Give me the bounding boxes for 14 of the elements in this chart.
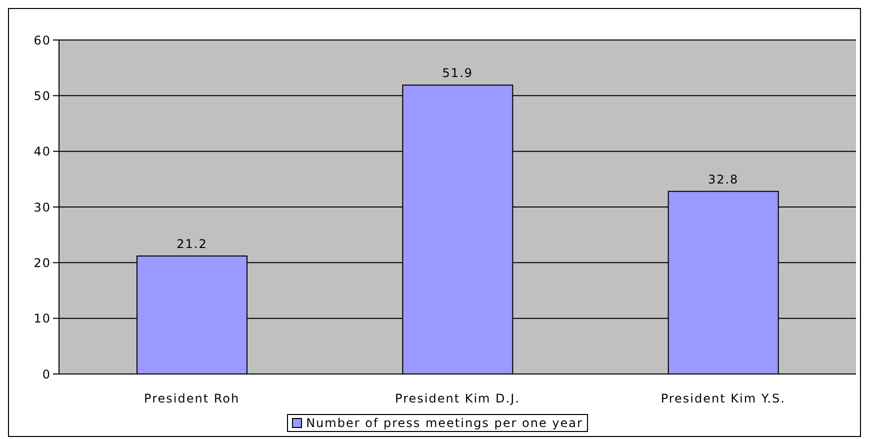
y-tick-label: 0 [42,367,51,382]
x-tick-label: President Roh [144,392,240,406]
x-tick-label: President Kim D.J. [395,392,520,406]
y-tick-label: 30 [34,200,51,214]
y-tick-label: 60 [34,33,51,48]
data-label: 21.2 [176,236,208,251]
y-tick-label: 40 [34,144,51,159]
data-label: 32.8 [708,172,739,186]
y-tick-label: 10 [34,312,51,326]
data-label: 51.9 [442,66,474,80]
y-tick-label: 20 [34,256,51,270]
y-tick-label: 50 [34,88,51,103]
legend-label: Number of press meetings per one year [306,416,583,430]
x-tick-label: President Kim Y.S. [660,392,786,406]
